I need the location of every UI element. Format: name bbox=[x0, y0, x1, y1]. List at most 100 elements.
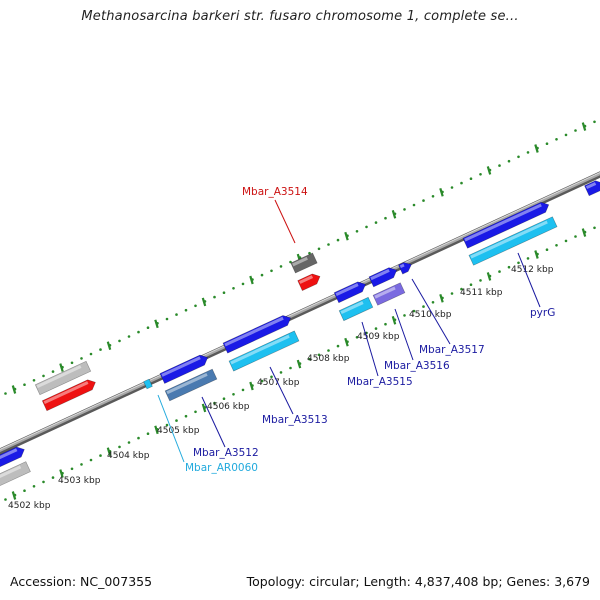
gene-box-right-blue bbox=[584, 180, 600, 197]
genome-summary-text: Topology: circular; Length: 4,837,408 bp… bbox=[246, 574, 590, 589]
tick-dot bbox=[517, 155, 520, 159]
tick-dash bbox=[11, 385, 17, 394]
tick-dot bbox=[564, 239, 568, 243]
tick-dot bbox=[308, 357, 311, 361]
tick-dot bbox=[99, 348, 102, 351]
tick-track-inner bbox=[4, 226, 596, 501]
gene-label-leader bbox=[394, 308, 414, 361]
kbp-label: 4505 kbp bbox=[157, 426, 200, 436]
gene-label-leader bbox=[269, 366, 294, 415]
gene-box-mbar-a3512-top bbox=[159, 354, 209, 384]
tick-dot bbox=[194, 304, 197, 308]
tick-dot bbox=[327, 349, 330, 352]
tick-dot bbox=[222, 291, 226, 295]
tick-dot bbox=[184, 308, 188, 312]
tick-dot bbox=[23, 383, 26, 387]
tick-dash bbox=[534, 250, 539, 259]
tick-dash bbox=[11, 491, 17, 500]
gene-label[interactable]: Mbar_A3513 bbox=[262, 414, 328, 426]
gene-label[interactable]: Mbar_A3517 bbox=[419, 344, 485, 356]
gene-label-leader bbox=[157, 394, 185, 463]
tick-dot bbox=[194, 410, 197, 414]
tick-dot bbox=[165, 317, 169, 321]
tick-dot bbox=[574, 129, 577, 132]
tick-dot bbox=[374, 327, 378, 330]
tick-dot bbox=[51, 370, 55, 373]
tick-dash bbox=[534, 144, 539, 153]
gene-box-gray bbox=[34, 360, 92, 396]
tick-dot bbox=[574, 235, 577, 238]
kbp-label: 4512 kbp bbox=[511, 265, 554, 275]
tick-track-outer bbox=[4, 120, 596, 395]
tick-tracks bbox=[4, 120, 596, 501]
gene-label-leader bbox=[517, 252, 541, 308]
chromosome-backbone bbox=[0, 171, 600, 455]
tick-dot bbox=[545, 142, 549, 145]
tick-dot bbox=[422, 199, 425, 202]
tick-dot bbox=[127, 335, 131, 338]
tick-dot bbox=[241, 282, 245, 286]
tick-dot bbox=[70, 467, 74, 471]
kbp-label: 4510 kbp bbox=[409, 310, 452, 320]
tick-dot bbox=[469, 177, 473, 180]
tick-dash bbox=[154, 425, 159, 435]
tick-dot bbox=[355, 230, 359, 233]
gene-box-left-blue bbox=[0, 446, 25, 470]
tick-dot bbox=[4, 498, 7, 501]
tick-dot bbox=[365, 225, 368, 229]
gene-label[interactable]: Mbar_A3514 bbox=[242, 186, 308, 198]
gene-label[interactable]: Mbar_A3512 bbox=[193, 447, 259, 459]
tick-dot bbox=[80, 463, 83, 466]
gene-box-mbar-a3517 bbox=[398, 262, 412, 275]
gene-box-mbar-a3514-top bbox=[290, 252, 318, 274]
gene-box-mbar-a3514 bbox=[297, 273, 321, 291]
tick-dot bbox=[260, 273, 264, 277]
tick-dot bbox=[89, 352, 93, 356]
tick-dot bbox=[422, 305, 425, 308]
tick-dot bbox=[593, 120, 596, 124]
gene-box-pyrg bbox=[468, 216, 558, 266]
gene-label[interactable]: pyrG bbox=[530, 307, 555, 319]
tick-dot bbox=[374, 221, 378, 224]
tick-dot bbox=[460, 181, 463, 185]
tick-dot bbox=[51, 476, 55, 479]
gene-label[interactable]: Mbar_AR0060 bbox=[185, 462, 258, 474]
gene-label[interactable]: Mbar_A3515 bbox=[347, 376, 413, 388]
accession-text: Accession: NC_007355 bbox=[10, 574, 153, 589]
tick-dot bbox=[317, 247, 321, 251]
gene-label-leader bbox=[201, 396, 226, 448]
tick-dot bbox=[23, 489, 26, 493]
tick-dot bbox=[479, 173, 482, 176]
tick-dot bbox=[517, 261, 520, 265]
tick-dot bbox=[498, 164, 501, 167]
kbp-label: 4503 kbp bbox=[58, 476, 101, 486]
tick-dot bbox=[507, 265, 511, 269]
tick-dot bbox=[184, 414, 188, 418]
tick-dot bbox=[146, 432, 150, 436]
tick-dot bbox=[450, 292, 454, 295]
tick-dot bbox=[507, 159, 511, 163]
tick-dot bbox=[232, 287, 235, 290]
gene-box-mbar-a3515 bbox=[338, 296, 374, 322]
tick-dot bbox=[555, 244, 558, 247]
tick-dot bbox=[42, 374, 45, 378]
tick-dot bbox=[118, 445, 121, 449]
gene-box-pyrg-top bbox=[462, 201, 550, 249]
tick-dot bbox=[80, 357, 83, 360]
tick-dot bbox=[32, 379, 36, 382]
gene-labels: Mbar_A3514 Mbar_A3512 Mbar_AR0060 Mbar_A351… bbox=[157, 186, 555, 474]
gene-label-leader bbox=[411, 278, 451, 345]
tick-dash bbox=[391, 315, 397, 325]
tick-dot bbox=[42, 480, 45, 484]
tick-dot bbox=[308, 251, 311, 255]
tick-dot bbox=[32, 485, 36, 488]
tick-dot bbox=[412, 309, 416, 313]
gene-label[interactable]: Mbar_A3516 bbox=[384, 360, 450, 372]
tick-dot bbox=[279, 265, 283, 268]
tick-dot bbox=[4, 392, 7, 395]
tick-dot bbox=[460, 287, 463, 291]
tick-dot bbox=[317, 353, 321, 357]
kbp-label: 4506 kbp bbox=[207, 402, 250, 412]
gene-box-mbar-a3515-top bbox=[333, 281, 366, 304]
tick-dot bbox=[213, 401, 216, 405]
